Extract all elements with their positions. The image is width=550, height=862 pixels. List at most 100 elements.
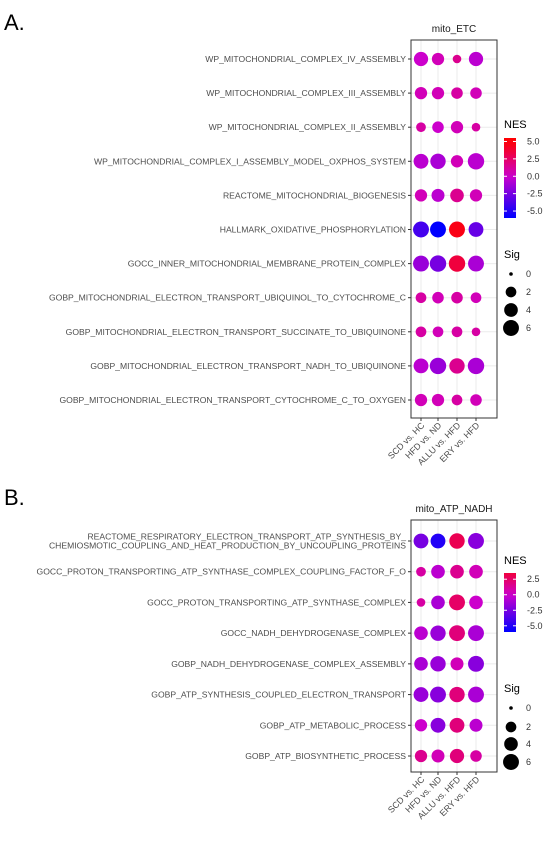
y-tick-label-line: REACTOME_RESPIRATORY_ELECTRON_TRANSPORT_…	[87, 531, 406, 541]
facet-title: mito_ATP_NADH	[415, 504, 492, 515]
y-tick-label: REACTOME_MITOCHONDRIAL_BIOGENESIS	[223, 190, 406, 200]
dot	[413, 687, 429, 702]
y-tick-label: WP_MITOCHONDRIAL_COMPLEX_IV_ASSEMBLY	[205, 54, 406, 64]
dot	[414, 749, 428, 763]
dot	[414, 719, 428, 732]
dot	[432, 326, 444, 338]
dot	[413, 358, 429, 374]
dot	[449, 625, 465, 642]
nes-tick-label: 0.0	[527, 171, 540, 181]
dot	[450, 121, 464, 134]
panel-label: B.	[4, 485, 25, 510]
dot	[469, 595, 483, 610]
dot	[430, 153, 446, 169]
dot	[448, 255, 466, 272]
nes-tick-label: 0.0	[527, 590, 540, 600]
y-tick-label: REACTOME_RESPIRATORY_ELECTRON_TRANSPORT_…	[49, 531, 406, 550]
dot	[416, 598, 426, 607]
y-tick-label-line: CHEMIOSMOTIC_COUPLING_AND_HEAT_PRODUCTIO…	[49, 541, 406, 551]
dot	[468, 533, 484, 549]
y-tick-label: GOCC_PROTON_TRANSPORTING_ATP_SYNTHASE_CO…	[37, 567, 407, 577]
dot	[449, 221, 465, 238]
dot	[432, 121, 444, 133]
sig-legend-dot	[505, 721, 517, 733]
sig-legend-label: 0	[526, 703, 531, 713]
nes-legend-title: NES	[504, 119, 527, 131]
dot	[430, 625, 446, 641]
sig-legend-dot	[504, 737, 518, 751]
sig-legend-title: Sig	[504, 249, 520, 261]
y-tick-label: GOCC_PROTON_TRANSPORTING_ATP_SYNTHASE_CO…	[147, 597, 406, 607]
sig-legend-label: 6	[526, 757, 531, 767]
dot	[416, 566, 426, 577]
nes-legend-title: NES	[504, 555, 527, 567]
dot	[449, 748, 465, 764]
dot	[430, 717, 446, 733]
dot	[471, 122, 481, 132]
dot	[470, 394, 482, 406]
dot	[413, 51, 429, 67]
dot	[469, 718, 483, 732]
dot	[468, 222, 484, 237]
dot	[452, 54, 462, 64]
dot	[467, 153, 485, 170]
y-tick-label: GOBP_MITOCHONDRIAL_ELECTRON_TRANSPORT_CY…	[59, 395, 406, 405]
dot	[468, 655, 484, 672]
dot	[449, 358, 465, 374]
dot	[468, 51, 484, 67]
dot	[468, 625, 484, 642]
dot	[413, 255, 429, 272]
dot	[449, 686, 465, 703]
dot	[429, 255, 447, 272]
y-tick-label: GOCC_INNER_MITOCHONDRIAL_MEMBRANE_PROTEI…	[128, 259, 407, 269]
dot	[449, 594, 465, 611]
dot	[431, 595, 445, 610]
dot	[451, 87, 463, 99]
dot	[414, 393, 428, 407]
sig-legend-label: 0	[526, 269, 531, 279]
nes-tick-label: 5.0	[527, 136, 540, 146]
sig-legend-label: 2	[526, 722, 531, 732]
panel-label: A.	[4, 10, 25, 35]
sig-legend-label: 4	[526, 739, 531, 749]
dot	[468, 255, 484, 272]
sig-legend-dot	[505, 286, 517, 298]
sig-legend-dot	[503, 320, 519, 336]
dot	[430, 656, 446, 672]
dot	[431, 52, 445, 66]
y-tick-label: GOBP_ATP_METABOLIC_PROCESS	[260, 720, 407, 730]
nes-colorbar	[504, 138, 516, 218]
y-tick-label: GOBP_NADH_DEHYDROGENASE_COMPLEX_ASSEMBLY	[171, 659, 406, 669]
dot	[413, 221, 429, 238]
dot	[430, 686, 446, 703]
dot	[451, 326, 463, 338]
dot	[415, 326, 427, 338]
dot	[431, 86, 445, 100]
dot	[413, 533, 429, 549]
dot	[450, 564, 464, 579]
sig-legend-label: 4	[526, 305, 531, 315]
panel-b: B. mito_ATP_NADH REACTOME_RESPIRATORY_ELEC…	[4, 485, 543, 821]
dot	[415, 292, 427, 304]
sig-legend-dot	[503, 754, 519, 770]
y-tick-label: GOBP_ATP_SYNTHESIS_COUPLED_ELECTRON_TRAN…	[151, 690, 406, 700]
dot	[414, 189, 428, 202]
panel-a: A. mito_ETC WP_MITOCHONDRIAL_COMPLEX_IV_AS…	[4, 10, 543, 467]
sig-legend-title: Sig	[504, 683, 520, 695]
dot	[469, 564, 483, 579]
nes-tick-label: -5.0	[527, 206, 543, 216]
dot	[470, 750, 482, 762]
dot	[469, 189, 483, 202]
sig-legend-label: 6	[526, 323, 531, 333]
y-tick-label: GOBP_ATP_BIOSYNTHETIC_PROCESS	[245, 751, 406, 761]
plot-frame	[410, 519, 498, 773]
dot	[430, 221, 446, 238]
dot	[414, 626, 428, 640]
dot	[431, 564, 445, 579]
dot	[430, 533, 446, 549]
dot	[470, 87, 482, 99]
sig-legend-dot	[509, 706, 513, 710]
nes-tick-label: -5.0	[527, 621, 543, 631]
y-tick-label: GOCC_NADH_DEHYDROGENASE_COMPLEX	[221, 628, 407, 638]
sig-legend-dot	[509, 272, 513, 276]
